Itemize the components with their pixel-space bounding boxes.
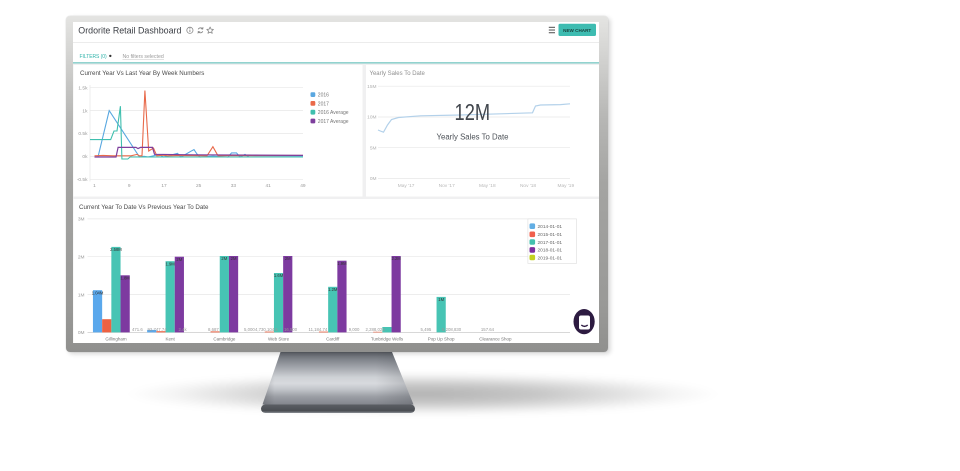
- svg-text:May '18: May '18: [478, 183, 495, 189]
- svg-text:Nov '18: Nov '18: [519, 183, 535, 189]
- svg-text:2,288,023: 2,288,023: [365, 327, 385, 332]
- svg-text:Current Year To Date Vs Previo: Current Year To Date Vs Previous Year To…: [79, 204, 209, 211]
- svg-text:1M: 1M: [438, 297, 444, 302]
- svg-text:92,747.74: 92,747.74: [147, 327, 167, 332]
- svg-text:2M: 2M: [176, 257, 182, 262]
- svg-text:1M: 1M: [77, 292, 84, 298]
- svg-text:Gillingham: Gillingham: [105, 336, 127, 341]
- svg-text:2015-01-01: 2015-01-01: [537, 232, 562, 238]
- svg-text:1.2M: 1.2M: [328, 287, 338, 292]
- svg-text:0M: 0M: [77, 330, 84, 336]
- svg-text:3M: 3M: [77, 217, 84, 223]
- svg-text:1.9M: 1.9M: [337, 261, 347, 266]
- svg-text:33: 33: [230, 183, 236, 189]
- svg-text:2M: 2M: [221, 256, 227, 261]
- svg-text:Web Store: Web Store: [267, 336, 289, 341]
- svg-text:2.4k: 2.4k: [178, 327, 187, 332]
- svg-text:0k: 0k: [82, 154, 88, 160]
- svg-text:Nov '17: Nov '17: [438, 183, 454, 189]
- svg-text:-0.5k: -0.5k: [76, 177, 87, 183]
- svg-text:Kent: Kent: [165, 336, 175, 341]
- svg-text:471.6: 471.6: [132, 327, 143, 332]
- svg-text:1.8M: 1.8M: [120, 276, 130, 281]
- svg-text:NEW CHART: NEW CHART: [563, 28, 591, 33]
- svg-text:1.6M: 1.6M: [273, 273, 283, 278]
- svg-text:2017: 2017: [317, 101, 328, 107]
- svg-text:Current Year Vs Last Year By W: Current Year Vs Last Year By Week Number…: [80, 70, 204, 77]
- svg-text:Cambridge: Cambridge: [213, 336, 236, 341]
- svg-text:May '19: May '19: [557, 183, 574, 189]
- svg-text:2.58M: 2.58M: [110, 247, 122, 252]
- svg-text:2017-01-01: 2017-01-01: [537, 240, 562, 246]
- svg-text:1.04M: 1.04M: [91, 290, 103, 295]
- svg-text:0.5k: 0.5k: [78, 131, 88, 137]
- svg-text:1.5k: 1.5k: [78, 85, 88, 91]
- svg-text:5,000: 5,000: [244, 327, 255, 332]
- svg-text:5,208,830: 5,208,830: [442, 327, 462, 332]
- svg-text:2017 Average: 2017 Average: [317, 119, 348, 125]
- svg-text:8,687: 8,687: [208, 327, 219, 332]
- svg-text:49: 49: [300, 183, 306, 189]
- svg-text:2M: 2M: [284, 256, 290, 261]
- svg-text:1k: 1k: [82, 108, 88, 114]
- svg-text:May '17: May '17: [397, 183, 414, 189]
- svg-text:16,500: 16,500: [284, 327, 298, 332]
- svg-text:2019-01-01: 2019-01-01: [537, 255, 562, 261]
- svg-text:9: 9: [127, 183, 130, 189]
- svg-text:Cardiff: Cardiff: [326, 336, 340, 341]
- svg-text:Yearly Sales To Date: Yearly Sales To Date: [369, 71, 425, 77]
- svg-text:2014-01-01: 2014-01-01: [537, 224, 562, 230]
- svg-text:Yearly Sales To Date: Yearly Sales To Date: [436, 133, 508, 142]
- svg-text:2M: 2M: [77, 254, 84, 260]
- svg-text:2.2M: 2.2M: [391, 256, 401, 261]
- svg-text:15M: 15M: [367, 84, 376, 90]
- svg-text:Tunbridge Wells: Tunbridge Wells: [370, 336, 403, 341]
- svg-text:Clearance Shop: Clearance Shop: [479, 336, 512, 341]
- svg-text:Pop Up Shop: Pop Up Shop: [427, 336, 454, 341]
- svg-text:157.64: 157.64: [480, 327, 494, 332]
- svg-text:4,730,104.5: 4,730,104.5: [255, 327, 278, 332]
- svg-text:5,495: 5,495: [420, 327, 431, 332]
- svg-text:1: 1: [93, 183, 96, 189]
- svg-text:5M: 5M: [369, 145, 376, 151]
- svg-text:10M: 10M: [367, 115, 376, 121]
- svg-text:No filters selected: No filters selected: [122, 54, 163, 60]
- svg-text:41: 41: [265, 183, 271, 189]
- svg-text:Ordorite Retail Dashboard: Ordorite Retail Dashboard: [78, 25, 181, 35]
- svg-text:2018-01-01: 2018-01-01: [537, 248, 562, 254]
- svg-text:2016 Average: 2016 Average: [317, 110, 348, 116]
- svg-text:1.9M: 1.9M: [165, 261, 175, 266]
- svg-text:12M: 12M: [454, 99, 490, 125]
- svg-text:2M: 2M: [230, 256, 236, 261]
- svg-text:2016: 2016: [317, 93, 328, 99]
- svg-text:25: 25: [196, 183, 202, 189]
- svg-text:11,184.74: 11,184.74: [308, 327, 327, 332]
- svg-text:FILTERS (0): FILTERS (0): [79, 54, 107, 60]
- svg-text:9,000: 9,000: [348, 327, 359, 332]
- svg-text:17: 17: [161, 183, 167, 189]
- svg-text:0M: 0M: [369, 176, 376, 182]
